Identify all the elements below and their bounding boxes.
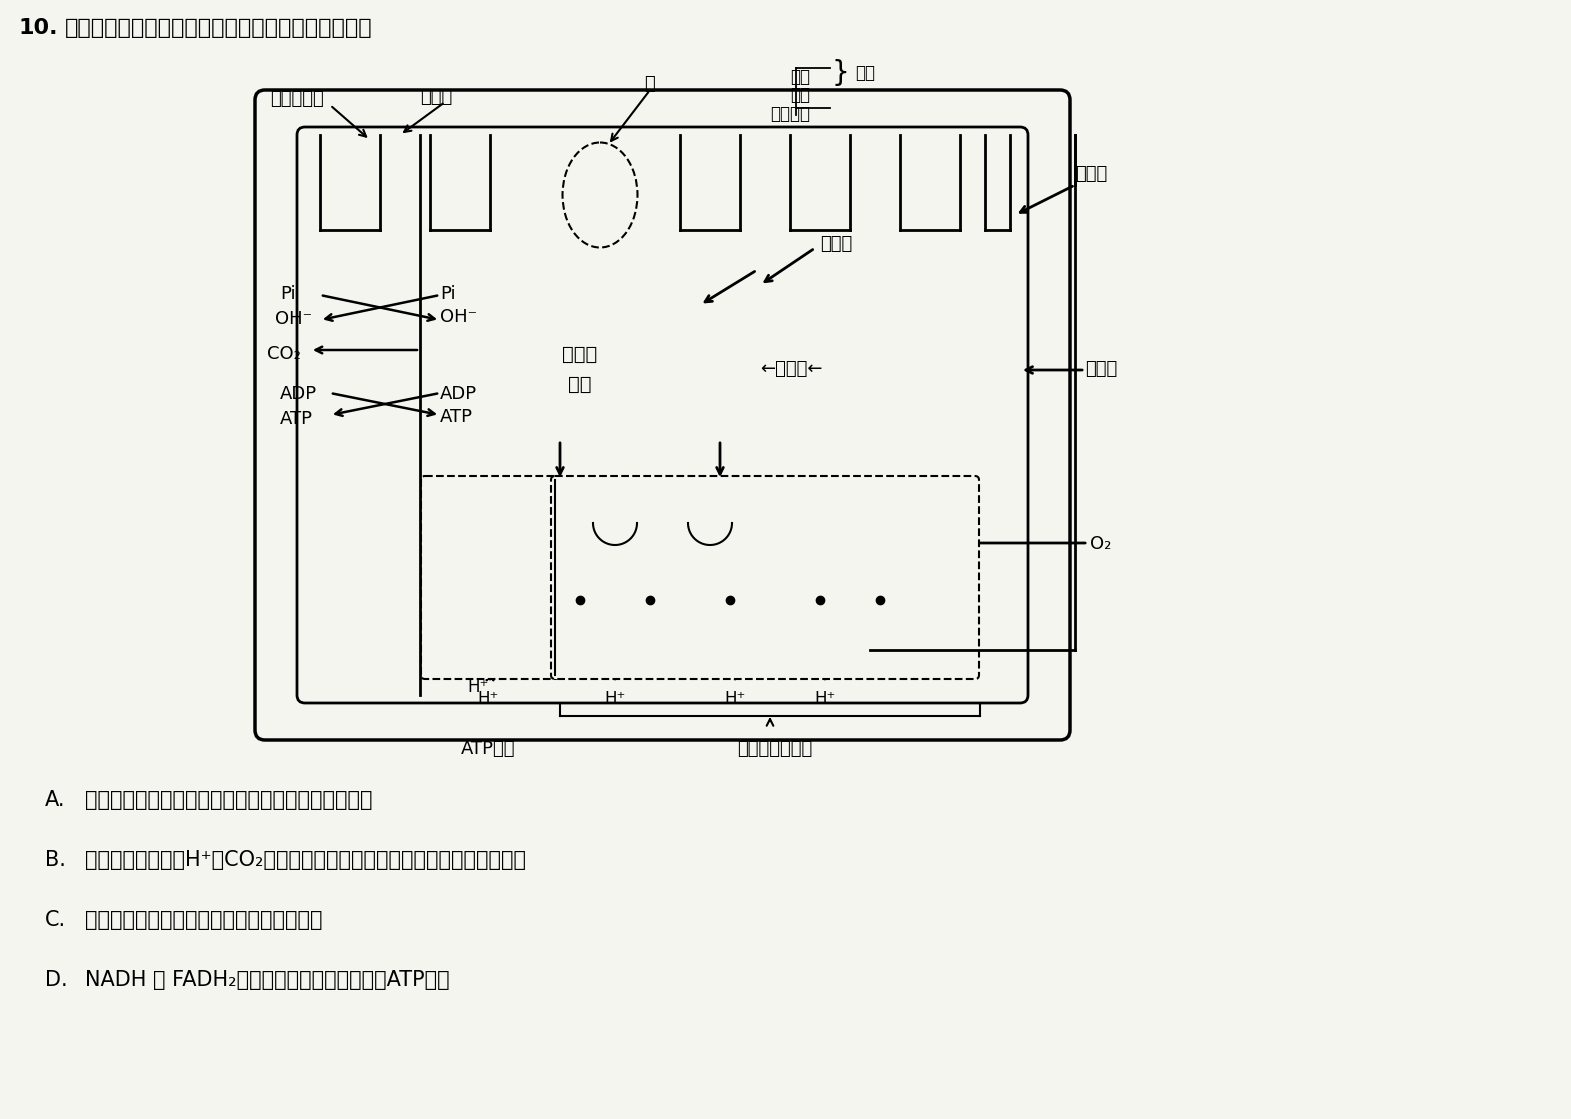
Text: O₂: O₂ <box>1090 535 1111 553</box>
Text: +Pi: +Pi <box>448 574 474 589</box>
FancyBboxPatch shape <box>297 126 1027 703</box>
Text: D.: D. <box>46 970 68 990</box>
Text: 丙酮酸: 丙酮酸 <box>1086 360 1117 378</box>
Text: 质子梯度的形成: 质子梯度的形成 <box>737 740 812 758</box>
Text: }: } <box>833 59 850 87</box>
Text: H₂O: H₂O <box>840 487 878 505</box>
Text: ATP: ATP <box>440 545 470 563</box>
Text: ATP: ATP <box>280 410 313 427</box>
Text: FADH₂: FADH₂ <box>680 488 742 506</box>
Text: ADP: ADP <box>440 385 478 403</box>
Text: H⁺: H⁺ <box>478 690 498 708</box>
Text: 膜间间隙: 膜间间隙 <box>770 105 811 123</box>
Text: +Pi: +Pi <box>467 575 492 590</box>
Text: H⁺: H⁺ <box>605 690 625 708</box>
Text: ATP: ATP <box>440 408 473 426</box>
Text: 下图为线粒体结构及功能示意图，相关叙述错误的是: 下图为线粒体结构及功能示意图，相关叙述错误的是 <box>64 18 372 38</box>
Text: e⁻: e⁻ <box>685 582 702 598</box>
FancyBboxPatch shape <box>255 90 1070 740</box>
Text: 三羧酸循环能以丙酮酸或脂肪酸为分解底物: 三羧酸循环能以丙酮酸或脂肪酸为分解底物 <box>85 910 322 930</box>
FancyBboxPatch shape <box>421 476 559 679</box>
Text: CO₂: CO₂ <box>267 345 302 363</box>
Text: H⁺: H⁺ <box>851 510 873 528</box>
Text: Pi: Pi <box>280 285 295 303</box>
Text: H⁺: H⁺ <box>467 678 489 696</box>
Text: ←丙酮酸←: ←丙酮酸← <box>760 360 823 378</box>
Text: ATP: ATP <box>448 536 476 551</box>
Text: OH⁻: OH⁻ <box>440 308 478 326</box>
Text: ATP: ATP <box>448 492 484 510</box>
Text: H⁺: H⁺ <box>814 690 836 708</box>
Text: NADH 和 FADH₂分解促进质子梯度的形成和ATP合成: NADH 和 FADH₂分解促进质子梯度的形成和ATP合成 <box>85 970 449 990</box>
Text: FAD: FAD <box>685 530 718 548</box>
Text: 胞质面: 胞质面 <box>419 88 452 106</box>
Text: ADP: ADP <box>280 385 317 403</box>
Text: 丙酮酸、脂肪酸、H⁺、CO₂等物质均能以自由扩散的方式穿过线粒体双层膜: 丙酮酸、脂肪酸、H⁺、CO₂等物质均能以自由扩散的方式穿过线粒体双层膜 <box>85 850 526 869</box>
FancyBboxPatch shape <box>551 476 979 679</box>
Text: 脂肪酸: 脂肪酸 <box>820 235 851 253</box>
Text: H⁺: H⁺ <box>492 488 514 506</box>
Text: H⁺: H⁺ <box>467 655 489 673</box>
Text: 三羧酸: 三羧酸 <box>562 345 597 364</box>
Text: e⁻: e⁻ <box>610 582 627 598</box>
Text: ADP: ADP <box>448 515 487 533</box>
Text: 10.: 10. <box>17 18 58 38</box>
Text: H⁺: H⁺ <box>467 488 489 506</box>
Text: ATP合成: ATP合成 <box>460 740 515 758</box>
Ellipse shape <box>562 142 638 247</box>
Text: 外膜: 外膜 <box>790 68 811 86</box>
Text: 循环: 循环 <box>569 375 592 394</box>
Text: 脂肪酸: 脂肪酸 <box>1075 164 1108 184</box>
Text: ADP: ADP <box>448 555 479 570</box>
Text: C.: C. <box>46 910 66 930</box>
Text: OH⁻: OH⁻ <box>275 310 313 328</box>
Text: ADP: ADP <box>503 545 537 563</box>
Text: 内膜: 内膜 <box>790 86 811 104</box>
Text: 嵴: 嵴 <box>644 75 655 93</box>
Text: A.: A. <box>46 790 66 810</box>
Text: O₂: O₂ <box>837 535 858 553</box>
Text: NADH: NADH <box>591 488 649 506</box>
Text: e⁻: e⁻ <box>770 582 787 598</box>
Text: NAD⁺: NAD⁺ <box>588 530 633 548</box>
Text: 线粒体基质: 线粒体基质 <box>270 90 324 109</box>
Text: B.: B. <box>46 850 66 869</box>
Text: H⁺: H⁺ <box>724 690 746 708</box>
Text: 丙酮酸可来自于葡萄糖的分解或细胞内其他化学反应: 丙酮酸可来自于葡萄糖的分解或细胞内其他化学反应 <box>85 790 372 810</box>
Text: 被膜: 被膜 <box>855 64 875 82</box>
Text: Pi: Pi <box>440 285 456 303</box>
Text: e⁻: e⁻ <box>844 582 861 598</box>
